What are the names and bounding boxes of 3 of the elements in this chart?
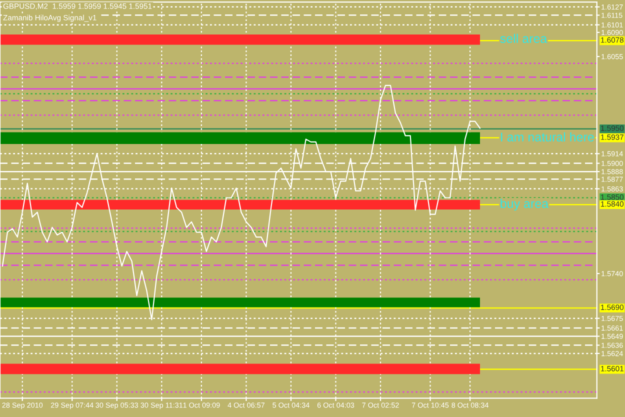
band-label: buy area [500, 198, 549, 210]
band-label: I am natural here [501, 132, 594, 142]
band-label: sell area [500, 34, 548, 43]
